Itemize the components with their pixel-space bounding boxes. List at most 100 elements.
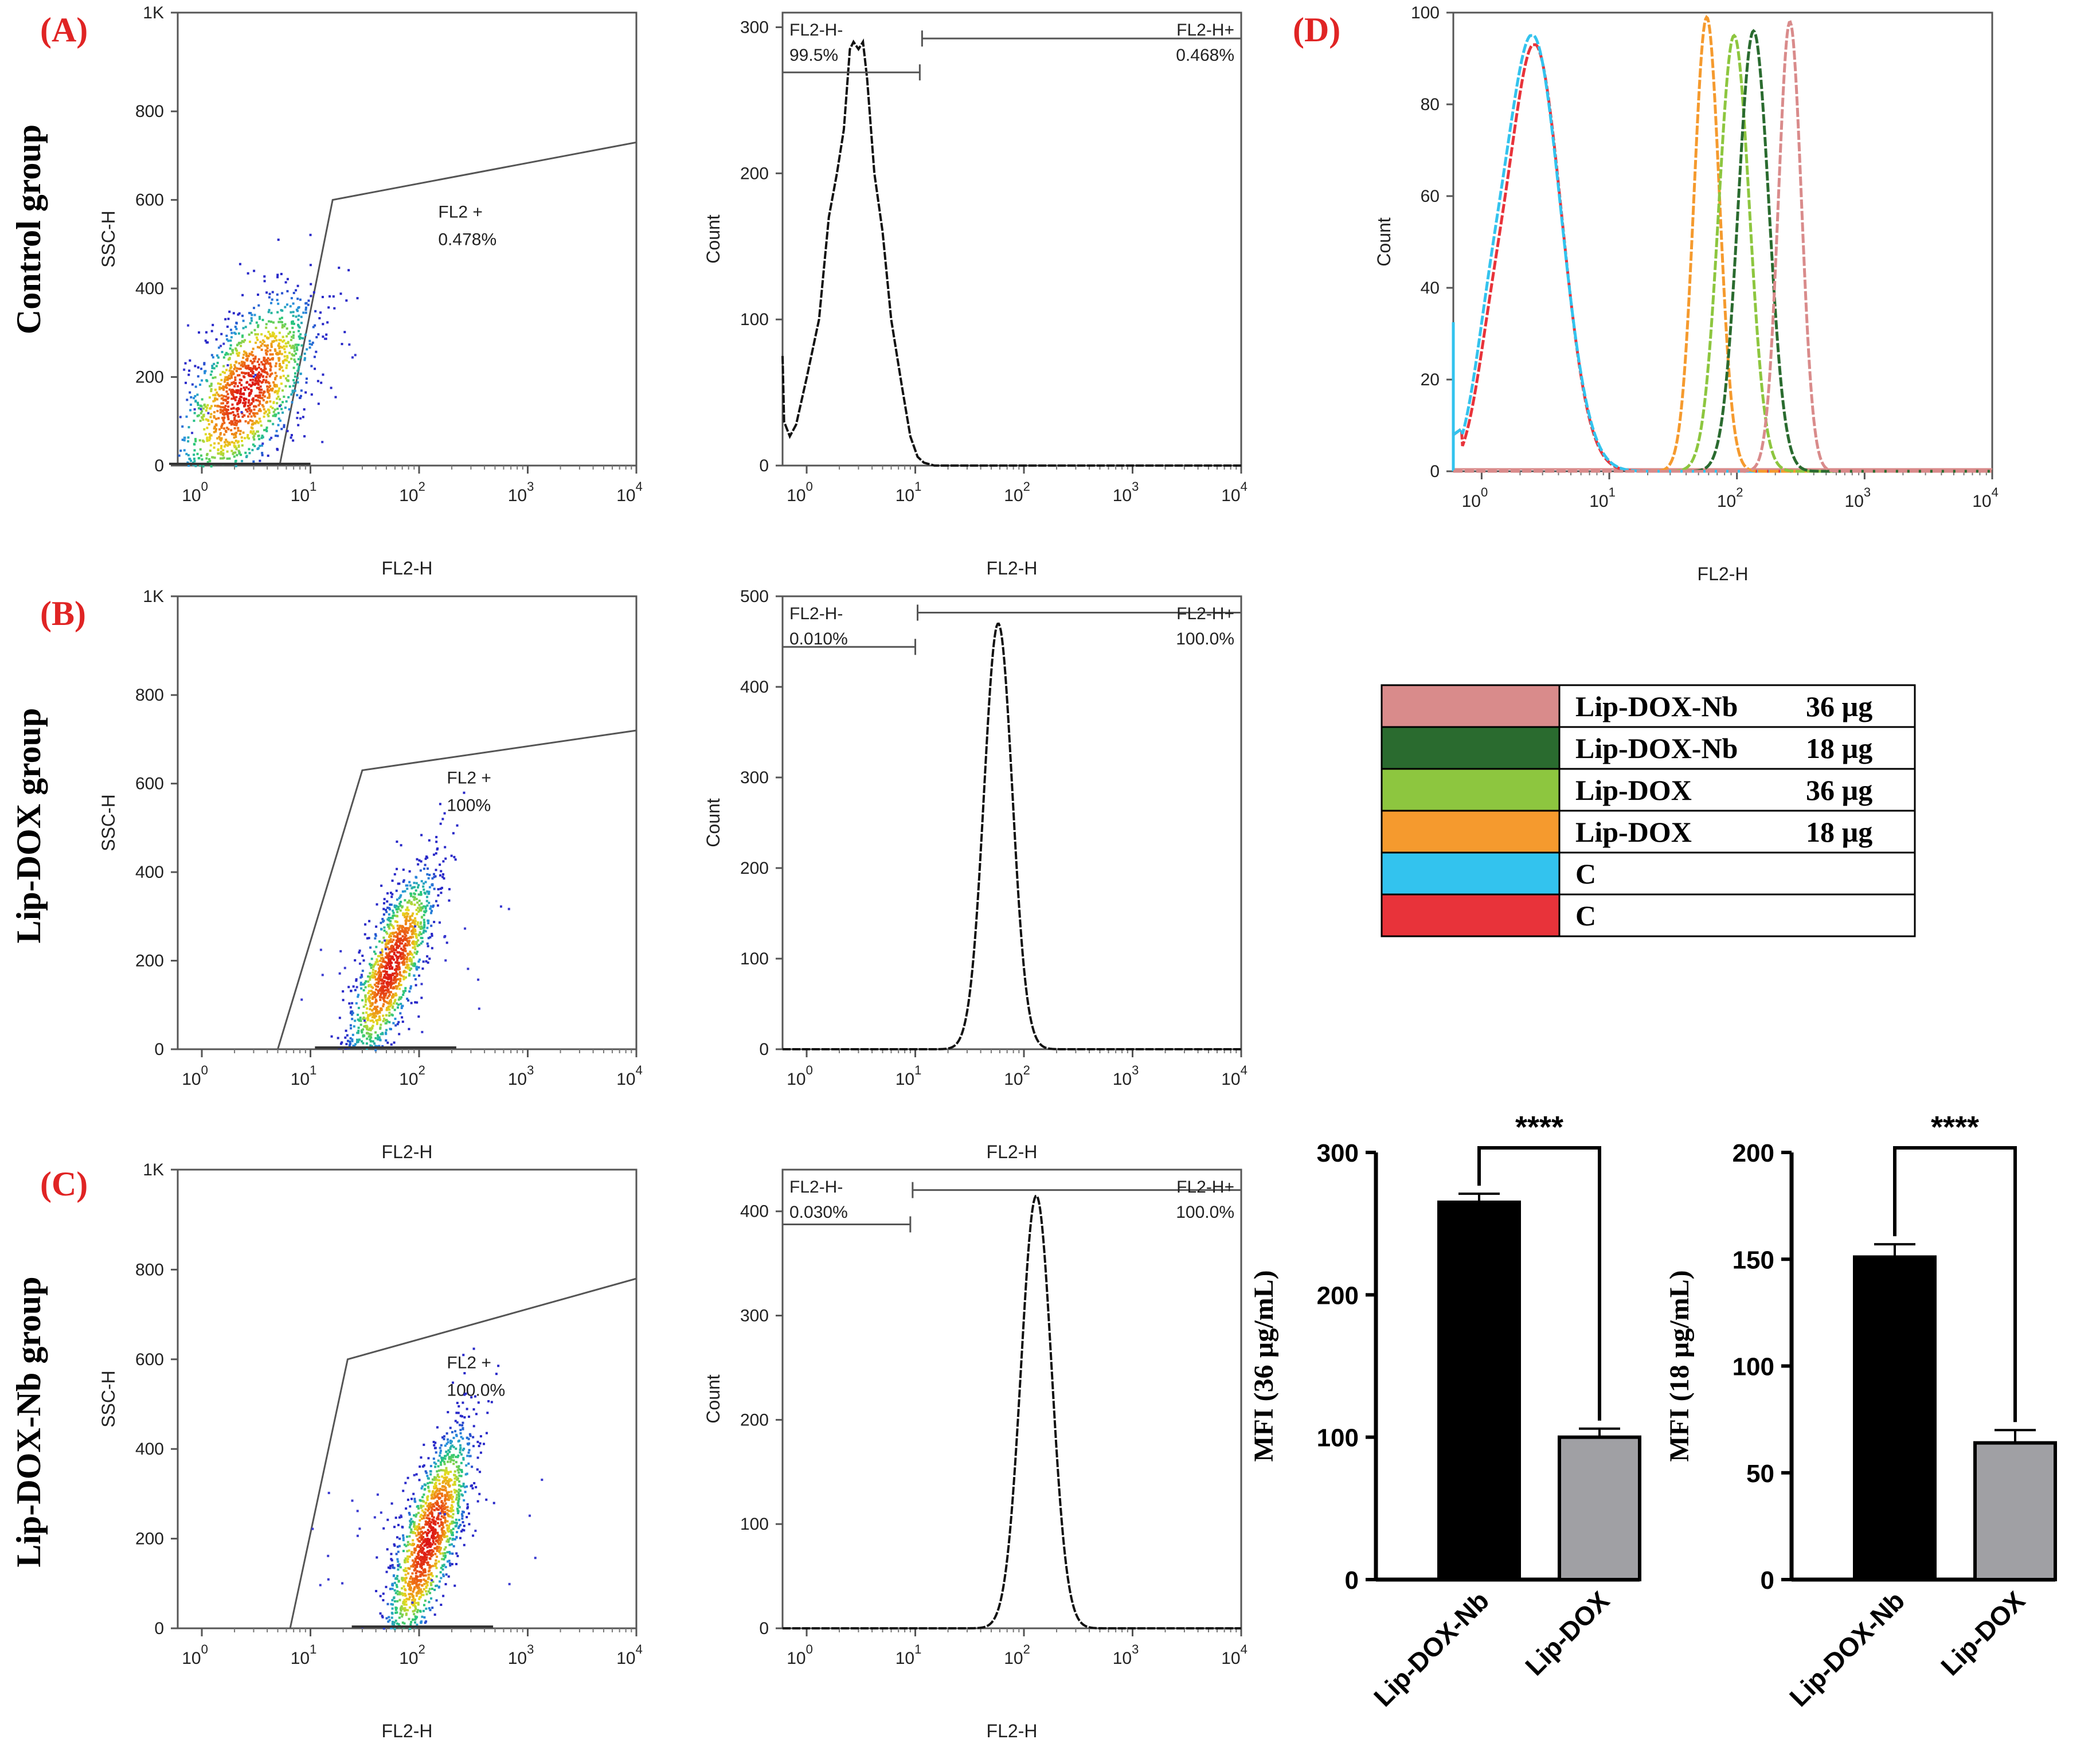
scatter-control-point <box>248 311 251 314</box>
scatter-control-outlier <box>207 412 210 415</box>
scatter-lipdox-point <box>385 972 388 975</box>
scatter-lipdoxnb-point <box>431 1607 434 1609</box>
scatter-control-point <box>292 366 295 369</box>
scatter-lipdoxnb-ytick-label-0: 0 <box>154 1619 164 1638</box>
scatter-lipdoxnb-point <box>438 1538 441 1541</box>
scatter-lipdoxnb-point <box>453 1488 456 1491</box>
scatter-control-point <box>254 432 257 435</box>
scatter-control-point <box>248 393 251 396</box>
hist-lipdox-histogram-line <box>783 622 1241 1050</box>
scatter-control-point <box>220 447 222 450</box>
scatter-control-point <box>230 382 233 385</box>
scatter-lipdox-point <box>427 922 430 925</box>
scatter-control-point <box>300 389 303 392</box>
scatter-lipdoxnb-point <box>379 1594 382 1597</box>
scatter-lipdoxnb-point <box>431 1554 434 1557</box>
scatter-lipdoxnb-point <box>403 1603 406 1606</box>
scatter-lipdoxnb-point <box>393 1624 396 1627</box>
scatter-lipdox-point <box>381 948 384 951</box>
scatter-control-point <box>276 390 279 393</box>
scatter-control-point <box>210 354 213 357</box>
scatter-lipdox-point <box>432 853 435 856</box>
scatter-lipdox-point <box>395 967 398 970</box>
scatter-control-point <box>218 436 221 439</box>
scatter-lipdoxnb-point <box>414 1560 417 1563</box>
scatter-lipdoxnb-point <box>413 1600 416 1603</box>
scatter-control-point <box>257 379 260 382</box>
scatter-lipdox-point <box>376 978 379 981</box>
scatter-lipdox-point <box>395 965 398 968</box>
scatter-lipdoxnb-point <box>417 1531 420 1534</box>
scatter-lipdox-point <box>409 917 412 920</box>
scatter-lipdox-point <box>371 968 374 971</box>
scatter-control-point <box>206 439 209 442</box>
scatter-lipdoxnb-point <box>449 1426 452 1429</box>
scatter-lipdox-point <box>390 975 393 978</box>
scatter-lipdoxnb-point <box>444 1469 447 1472</box>
scatter-control-point <box>243 397 245 400</box>
scatter-lipdox-point <box>372 1021 375 1023</box>
scatter-lipdoxnb-point <box>430 1506 433 1509</box>
scatter-lipdox-point <box>376 1022 378 1025</box>
scatter-lipdoxnb-point <box>404 1592 406 1595</box>
scatter-lipdox-point <box>405 931 408 933</box>
scatter-lipdox-point <box>367 975 370 978</box>
scatter-lipdoxnb-point <box>441 1482 444 1484</box>
scatter-control-point <box>239 398 242 401</box>
scatter-control-point <box>296 369 299 372</box>
scatter-control-point <box>231 349 234 352</box>
scatter-lipdoxnb-point <box>428 1564 431 1566</box>
scatter-lipdox-point <box>402 975 405 978</box>
scatter-control-point <box>233 416 236 419</box>
scatter-lipdoxnb-point <box>415 1592 418 1594</box>
scatter-lipdox-point <box>408 881 411 884</box>
scatter-control-point <box>239 395 242 398</box>
scatter-lipdoxnb-point <box>430 1597 433 1600</box>
scatter-lipdoxnb-outlier <box>319 1584 322 1586</box>
scatter-lipdox-point <box>419 893 422 896</box>
scatter-control-point <box>202 465 205 468</box>
scatter-lipdoxnb-point <box>382 1627 385 1630</box>
scatter-lipdoxnb-point <box>425 1533 428 1535</box>
scatter-lipdoxnb-point <box>462 1428 464 1431</box>
scatter-control-point <box>268 292 271 295</box>
scatter-lipdox-point <box>395 905 398 908</box>
scatter-lipdox-point <box>396 1002 398 1005</box>
scatter-lipdoxnb-point <box>411 1577 414 1580</box>
scatter-lipdoxnb-point <box>454 1430 457 1433</box>
scatter-control-point <box>322 335 324 338</box>
hist-lipdoxnb-xtick-exp-0: 0 <box>806 1642 813 1656</box>
scatter-control-point <box>282 361 285 364</box>
scatter-lipdox-point <box>386 946 389 949</box>
scatter-control-point <box>204 372 206 374</box>
scatter-lipdox-point <box>382 965 385 968</box>
scatter-control-point <box>203 363 206 366</box>
scatter-lipdoxnb-point <box>418 1536 421 1539</box>
scatter-control-point <box>194 400 197 402</box>
scatter-lipdox-point <box>373 950 376 953</box>
scatter-control-point <box>302 337 304 339</box>
scatter-lipdox-point <box>403 977 406 980</box>
scatter-lipdoxnb-point <box>439 1571 442 1574</box>
scatter-control-point <box>191 383 194 386</box>
scatter-lipdoxnb-point <box>448 1485 451 1488</box>
scatter-control-point <box>242 327 245 330</box>
scatter-lipdox-point <box>402 990 405 992</box>
scatter-lipdoxnb-point <box>411 1520 414 1523</box>
scatter-control-point <box>234 333 237 335</box>
scatter-control-point <box>183 436 186 439</box>
scatter-lipdoxnb-point <box>468 1455 471 1457</box>
scatter-lipdox-point <box>410 967 413 970</box>
scatter-control-gate <box>279 141 638 466</box>
scatter-lipdox-point <box>414 978 417 980</box>
scatter-control-outlier <box>324 337 327 340</box>
scatter-control-outlier <box>351 356 354 359</box>
scatter-lipdoxnb-point <box>429 1502 432 1504</box>
scatter-lipdoxnb-point <box>463 1529 466 1532</box>
scatter-lipdoxnb-xtick-exp-0: 0 <box>201 1642 208 1656</box>
scatter-lipdoxnb-point <box>416 1585 419 1588</box>
scatter-control-point <box>235 396 238 398</box>
scatter-control-point <box>253 435 256 437</box>
scatter-lipdox-point <box>373 972 376 975</box>
scatter-lipdoxnb-point <box>414 1500 417 1503</box>
